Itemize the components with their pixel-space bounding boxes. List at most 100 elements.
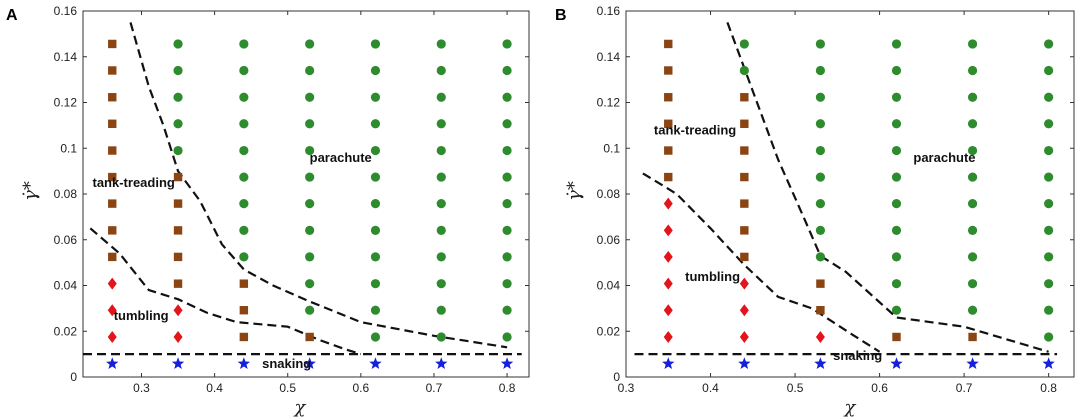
panel-a-parachute-point <box>305 225 315 235</box>
panel-a-boundary-line-2 <box>89 227 362 356</box>
panel-b-parachute-point <box>967 279 978 289</box>
panel-b-parachute-point <box>815 252 826 262</box>
panel-b-tank-treading-point <box>664 146 673 155</box>
panel-b-parachute-point <box>891 172 902 182</box>
panel-a-parachute-point <box>173 65 183 76</box>
panel-a-parachute-point <box>305 65 315 76</box>
panel-a-snaking-point <box>303 357 316 369</box>
panel-b-annotations: tank-treading parachute tumbling snaking <box>654 123 976 363</box>
panel-a-tumbling-point <box>107 330 117 343</box>
panel-b-tank-treading-point <box>740 172 749 182</box>
panel-b-tank-treading-point <box>740 93 749 102</box>
panel-b-parachute-point <box>891 279 902 289</box>
panel-a-parachute-point <box>370 225 381 235</box>
panel-b-annotation-tank-treading: tank-treading <box>654 123 736 138</box>
panel-a-y-tick-label: 0.14 <box>54 50 78 64</box>
panel-b-tank-treading-point <box>968 332 977 342</box>
panel-a-y-axis-label: γ̇* <box>20 181 41 201</box>
panel-b-annotation-snaking: snaking <box>833 348 882 363</box>
panel-b-y-tick-label: 0 <box>613 370 620 384</box>
panel-a-tank-treading-point <box>108 146 117 155</box>
panel-b-parachute-point <box>739 39 749 49</box>
panel-b-parachute-point <box>967 172 978 182</box>
panel-b-snaking-point <box>738 357 751 369</box>
panel-a-parachute-point <box>239 145 249 156</box>
panel-a-tank-treading-point <box>239 279 249 288</box>
panel-a-tank-treading-point <box>173 199 183 208</box>
panel-a-tank-treading-point <box>173 252 183 262</box>
panel-b-parachute-point <box>1044 172 1054 182</box>
panel-a-parachute-point <box>239 92 249 102</box>
panel-a-y-tick-label: 0.08 <box>54 187 78 201</box>
panel-b-parachute-point <box>815 199 826 209</box>
panel-a-label: A <box>6 7 18 24</box>
panel-b-boundaries <box>634 22 1058 356</box>
panel-b-y-axis-label: γ̇* <box>564 181 585 201</box>
panel-b-tank-treading-point <box>740 252 749 262</box>
panel-b-parachute-point <box>815 119 826 129</box>
panel-b-tank-treading-point <box>664 172 673 182</box>
panel-a-x-tick-label: 0.7 <box>426 381 443 395</box>
panel-b-parachute-point <box>967 145 978 156</box>
panel-a-x-tick-label: 0.5 <box>279 381 296 395</box>
panel-a-parachute-point <box>502 332 512 342</box>
panel-a-boundary-line-1 <box>129 22 508 349</box>
panel-a-tank-treading-point <box>239 332 249 342</box>
panel-a-x-tick-label: 0.3 <box>133 381 150 395</box>
panel-a-points <box>106 39 514 369</box>
panel-b-boundary-line-1 <box>726 22 1049 353</box>
panel-b-tank-treading-point <box>664 39 673 49</box>
panel-b-snaking-point <box>1042 357 1055 369</box>
panel-a-parachute-point <box>239 65 249 76</box>
panel-a-parachute-point <box>370 65 381 76</box>
panel-a-parachute-point <box>370 39 381 49</box>
panel-a-parachute-point <box>502 199 512 209</box>
panel-b-tumbling-point <box>815 330 825 343</box>
panel-b-tank-treading-point <box>740 199 749 208</box>
panel-b-parachute-point <box>1044 252 1054 262</box>
panel-b-tank-treading-point <box>816 279 825 288</box>
panel-b-tumbling-point <box>663 250 673 263</box>
panel-b-y-tick-label: 0.02 <box>597 324 621 338</box>
panel-a-parachute-point <box>502 119 512 129</box>
panel-a-x-tick-label: 0.6 <box>352 381 369 395</box>
panel-b-parachute-point <box>967 305 978 315</box>
panel-b-parachute-point <box>891 225 902 235</box>
panel-a-parachute-point <box>305 119 315 129</box>
panel-b-parachute-point <box>1044 119 1054 129</box>
panel-b-boundary-line-2 <box>642 172 881 353</box>
panel-b-parachute-point <box>1044 332 1054 342</box>
panel-b-parachute-point <box>967 119 978 129</box>
panel-a-ticks: 0.3 0.4 0.5 0.6 0.7 0.8 0 0.02 0.04 0.06 0.08 0.1 0.… <box>54 4 529 395</box>
panel-b-parachute-point <box>1044 39 1054 49</box>
panel-a-parachute-point <box>370 279 381 289</box>
panel-b-parachute-point <box>891 92 902 102</box>
panel-b-parachute-point <box>815 39 826 49</box>
panel-b-x-tick-label: 0.8 <box>1040 381 1057 395</box>
panel-a-parachute-point <box>239 225 249 235</box>
panel-a-tank-treading-point <box>108 199 117 208</box>
panel-a-annotation-tumbling: tumbling <box>114 308 169 323</box>
panel-b-tank-treading-point <box>740 146 749 155</box>
panel-b-annotation-tumbling: tumbling <box>685 269 740 284</box>
panel-b-x-tick-label: 0.4 <box>702 381 719 395</box>
panel-b-y-tick-label: 0.14 <box>597 50 621 64</box>
panel-a-y-tick-label: 0.02 <box>54 324 78 338</box>
panel-b-tumbling-point <box>663 197 673 210</box>
panel-a-parachute-point <box>502 252 512 262</box>
panel-b-parachute-point <box>815 225 826 235</box>
panel-a-snaking-point <box>106 357 119 369</box>
panel-a-parachute-point <box>370 252 381 262</box>
panel-a-y-tick-label: 0.16 <box>54 4 78 18</box>
panel-b-ticks: 0.3 0.4 0.5 0.6 0.7 0.8 0 0.02 0.04 0.06 0.08 0.1 0.… <box>597 4 1074 395</box>
panel-b-parachute-point <box>1044 92 1054 102</box>
panel-a-parachute-point <box>239 119 249 129</box>
panel-a-parachute-point <box>436 92 446 102</box>
panel-b-parachute-point <box>891 199 902 209</box>
panel-a-parachute-point <box>239 39 249 49</box>
panel-a-parachute-point <box>436 225 446 235</box>
panel-a-parachute-point <box>305 252 315 262</box>
panel-a-tumbling-point <box>173 330 183 343</box>
panel-a-parachute-point <box>305 172 315 182</box>
